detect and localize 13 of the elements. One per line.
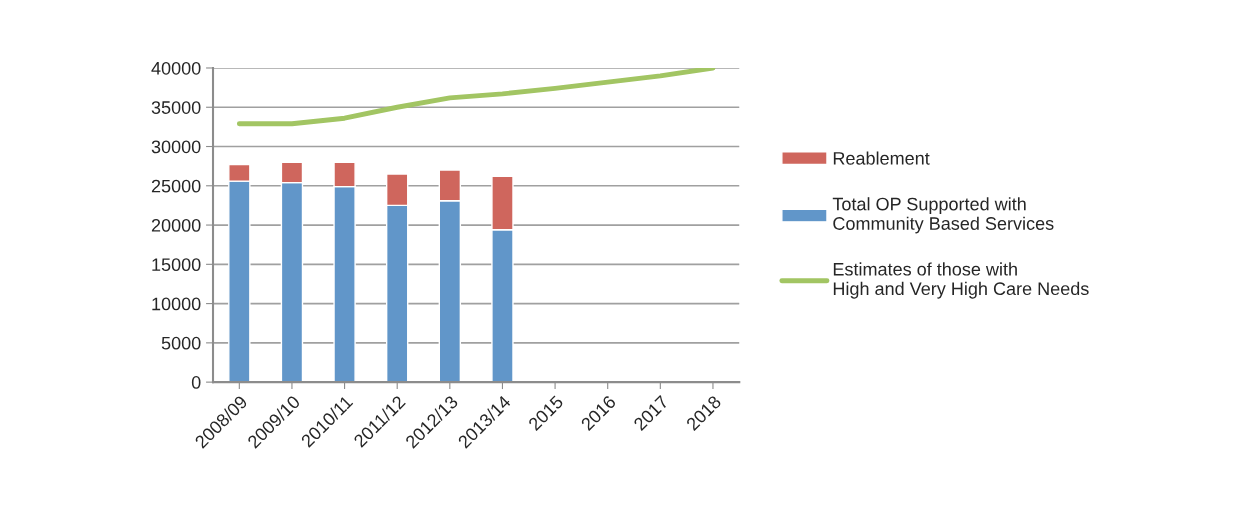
line-series <box>236 67 716 127</box>
y-tick-label: 15000 <box>152 258 201 272</box>
y-tick-label: 25000 <box>151 179 201 193</box>
y-tick-label: 0 <box>191 376 201 389</box>
y-tick-label: 20000 <box>151 218 201 232</box>
y-tick-label: 30000 <box>151 140 201 154</box>
legend-label: Reablement <box>833 151 930 165</box>
y-tick-label: 10000 <box>152 297 201 311</box>
y-tick-label: 40000 <box>151 61 201 75</box>
y-tick-label: 35000 <box>151 101 201 114</box>
y-tick-label: 5000 <box>161 336 201 350</box>
legend-label: Estimates of those with High and Very High Care Needs <box>833 262 1089 299</box>
legend-label: Total OP Supported with Community Based Services <box>832 197 1054 234</box>
